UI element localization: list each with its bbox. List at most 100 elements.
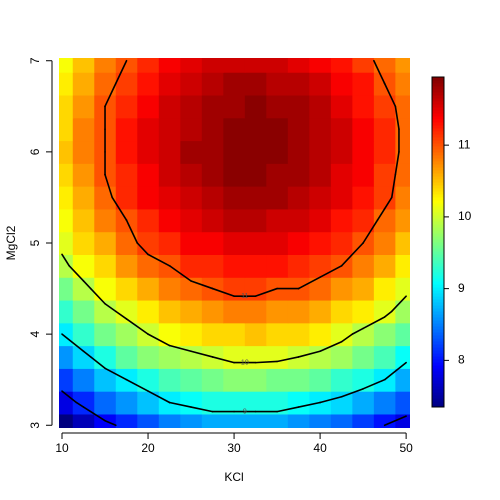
heat-cell: [180, 140, 203, 164]
contour-line: [168, 344, 192, 353]
heat-cell: [244, 186, 267, 210]
colorbar-swatch: [432, 308, 444, 312]
x-tick-label: 20: [141, 441, 155, 455]
colorbar-swatch: [432, 134, 444, 138]
colorbar-swatch: [432, 341, 444, 345]
colorbar-swatch: [432, 206, 444, 210]
heat-cell: [287, 186, 310, 210]
colorbar-swatch: [432, 398, 444, 402]
colorbar-swatch: [432, 365, 444, 369]
heat-cell: [244, 413, 267, 428]
heat-cell: [373, 117, 396, 142]
heat-cell: [287, 208, 310, 233]
colorbar-swatch: [432, 104, 444, 108]
heat-cell: [395, 413, 410, 428]
heat-cell: [373, 277, 396, 301]
heat-cell: [244, 208, 267, 233]
contour-line: [82, 350, 92, 358]
colorbar-swatch: [432, 116, 444, 120]
heat-cell: [158, 140, 181, 164]
colorbar-swatch: [432, 92, 444, 96]
heat-cell: [72, 368, 95, 392]
contour-line: [351, 327, 364, 335]
heat-cell: [223, 299, 246, 324]
heat-cell: [72, 140, 95, 164]
colorbar-swatch: [432, 320, 444, 324]
contour-line: [211, 356, 235, 364]
heat-cell: [72, 277, 95, 301]
heat-cell: [373, 94, 396, 119]
heat-cell: [94, 299, 117, 324]
heat-cell: [244, 299, 267, 324]
contour-line: [114, 59, 128, 85]
heat-cell: [330, 231, 353, 255]
heat-cell: [180, 322, 203, 347]
heat-cell: [180, 413, 203, 428]
heat-cell: [59, 254, 74, 278]
heat-cell: [158, 299, 181, 324]
colorbar-swatch: [432, 152, 444, 156]
heat-cell: [287, 117, 310, 142]
contour-line: [82, 280, 92, 290]
heat-cell: [201, 322, 224, 347]
contour-line: [61, 390, 78, 404]
colorbar-swatch: [432, 335, 444, 339]
heat-cell: [244, 72, 267, 96]
heat-cell: [395, 186, 410, 210]
heat-cell: [72, 231, 95, 255]
contour-line: [394, 151, 400, 176]
contour-line: [114, 310, 128, 320]
contour-label: 9: [243, 408, 247, 415]
colorbar-swatch: [432, 374, 444, 378]
contour-line: [168, 401, 192, 408]
heat-cell: [244, 117, 267, 142]
contour-line: [254, 287, 278, 297]
heat-cell: [266, 368, 289, 392]
colorbar-swatch: [432, 395, 444, 399]
colorbar-swatch: [432, 236, 444, 240]
heat-cell: [352, 277, 375, 301]
heat-cell: [330, 117, 353, 142]
heat-cell: [309, 208, 332, 233]
colorbar-swatch: [432, 344, 444, 348]
heat-cell: [115, 186, 138, 210]
colorbar-swatch: [432, 263, 444, 267]
heat-cell: [266, 345, 289, 369]
heat-cell: [201, 391, 224, 415]
contour-line: [104, 82, 117, 108]
colorbar-swatch: [432, 146, 444, 150]
heat-cell: [395, 391, 410, 415]
heat-cell: [137, 254, 160, 278]
heat-cell: [244, 140, 267, 164]
contour-line: [61, 253, 70, 267]
heat-cell: [287, 140, 310, 164]
heat-cell: [201, 368, 224, 392]
heat-cell: [94, 254, 117, 278]
heat-cell: [373, 299, 396, 324]
heat-cell: [309, 58, 332, 73]
heat-cell: [352, 413, 375, 428]
heatmap: [59, 58, 410, 428]
heat-cell: [352, 186, 375, 210]
contour-line: [190, 280, 214, 290]
heat-cell: [373, 140, 396, 164]
heat-cell: [352, 72, 375, 96]
heat-cell: [266, 58, 289, 73]
heat-cell: [201, 117, 224, 142]
heat-cell: [201, 231, 224, 255]
heat-cell: [266, 322, 289, 347]
heat-cell: [373, 413, 396, 428]
colorbar-swatch: [432, 113, 444, 117]
colorbar-swatch: [432, 314, 444, 318]
contour-line: [383, 361, 407, 381]
contour-line: [383, 82, 397, 108]
heat-cell: [94, 277, 117, 301]
heat-cell: [266, 186, 289, 210]
colorbar-swatch: [432, 389, 444, 393]
x-tick-label: 40: [313, 441, 327, 455]
heat-cell: [266, 163, 289, 187]
heat-cell: [201, 254, 224, 278]
colorbar-swatch: [432, 356, 444, 360]
heat-cell: [266, 72, 289, 96]
colorbar-swatch: [432, 311, 444, 315]
